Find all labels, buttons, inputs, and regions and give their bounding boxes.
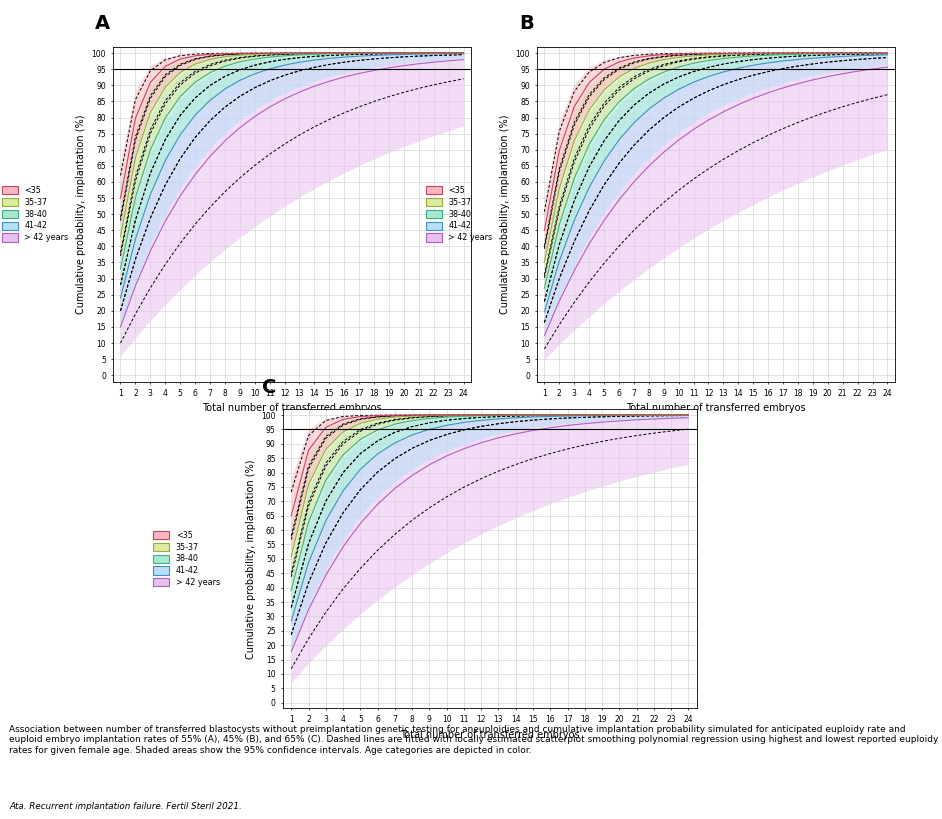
Text: C: C — [262, 378, 276, 397]
X-axis label: Total number of transferred embryos: Total number of transferred embryos — [203, 403, 382, 413]
Y-axis label: Cumulative probability, implantation (%): Cumulative probability, implantation (%) — [246, 459, 255, 658]
Y-axis label: Cumulative probability, implantation (%): Cumulative probability, implantation (%) — [500, 115, 510, 314]
X-axis label: Total number of transferred embryos: Total number of transferred embryos — [400, 730, 579, 740]
X-axis label: Total number of transferred embryos: Total number of transferred embryos — [626, 403, 805, 413]
Text: A: A — [95, 14, 110, 34]
Legend: <35, 35-37, 38-40, 41-42, > 42 years: <35, 35-37, 38-40, 41-42, > 42 years — [150, 527, 223, 590]
Legend: <35, 35-37, 38-40, 41-42, > 42 years: <35, 35-37, 38-40, 41-42, > 42 years — [0, 183, 72, 246]
Y-axis label: Cumulative probability, implantation (%): Cumulative probability, implantation (%) — [76, 115, 86, 314]
Text: Ata. Recurrent implantation failure. Fertil Steril 2021.: Ata. Recurrent implantation failure. Fer… — [9, 802, 242, 811]
Text: B: B — [519, 14, 534, 34]
Text: Association between number of transferred blastocysts without preimplantation ge: Association between number of transferre… — [9, 725, 939, 754]
Text: FIGURE 1: FIGURE 1 — [9, 12, 103, 30]
Legend: <35, 35-37, 38-40, 41-42, > 42 years: <35, 35-37, 38-40, 41-42, > 42 years — [422, 183, 495, 246]
